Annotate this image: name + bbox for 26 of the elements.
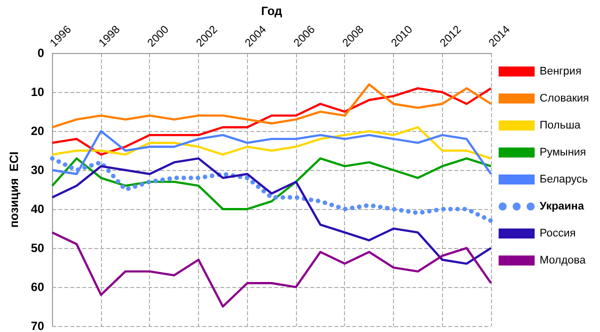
legend-label: Румыния	[540, 146, 586, 158]
line-series	[51, 87, 492, 156]
line-series	[51, 83, 492, 128]
y-tick-label: 10	[30, 85, 45, 100]
y-tick-label: 0	[38, 46, 45, 60]
x-axis-title: Год	[261, 4, 282, 18]
y-tick-label: 40	[30, 202, 45, 216]
line-series	[51, 231, 492, 308]
y-axis-title: позиция ECI	[7, 152, 21, 228]
legend-label: Словакия	[540, 92, 590, 104]
line-series	[51, 157, 492, 265]
y-tick-label: 20	[30, 124, 45, 138]
legend-label: Молдова	[540, 254, 586, 266]
y-tick-label: 70	[30, 319, 45, 332]
line-series	[50, 156, 494, 224]
line-series	[51, 157, 492, 210]
y-tick-label: 30	[30, 163, 45, 178]
y-tick-label: 60	[30, 280, 45, 294]
legend-label: Венгрия	[540, 66, 582, 78]
line-series	[51, 126, 492, 160]
y-tick-label: 50	[30, 241, 45, 256]
legend-label: Беларусь	[540, 174, 588, 186]
legend-label: Польша	[540, 120, 582, 132]
line-series	[51, 130, 492, 176]
legend-label: Россия	[540, 228, 576, 240]
legend-label: Украина	[540, 200, 585, 212]
